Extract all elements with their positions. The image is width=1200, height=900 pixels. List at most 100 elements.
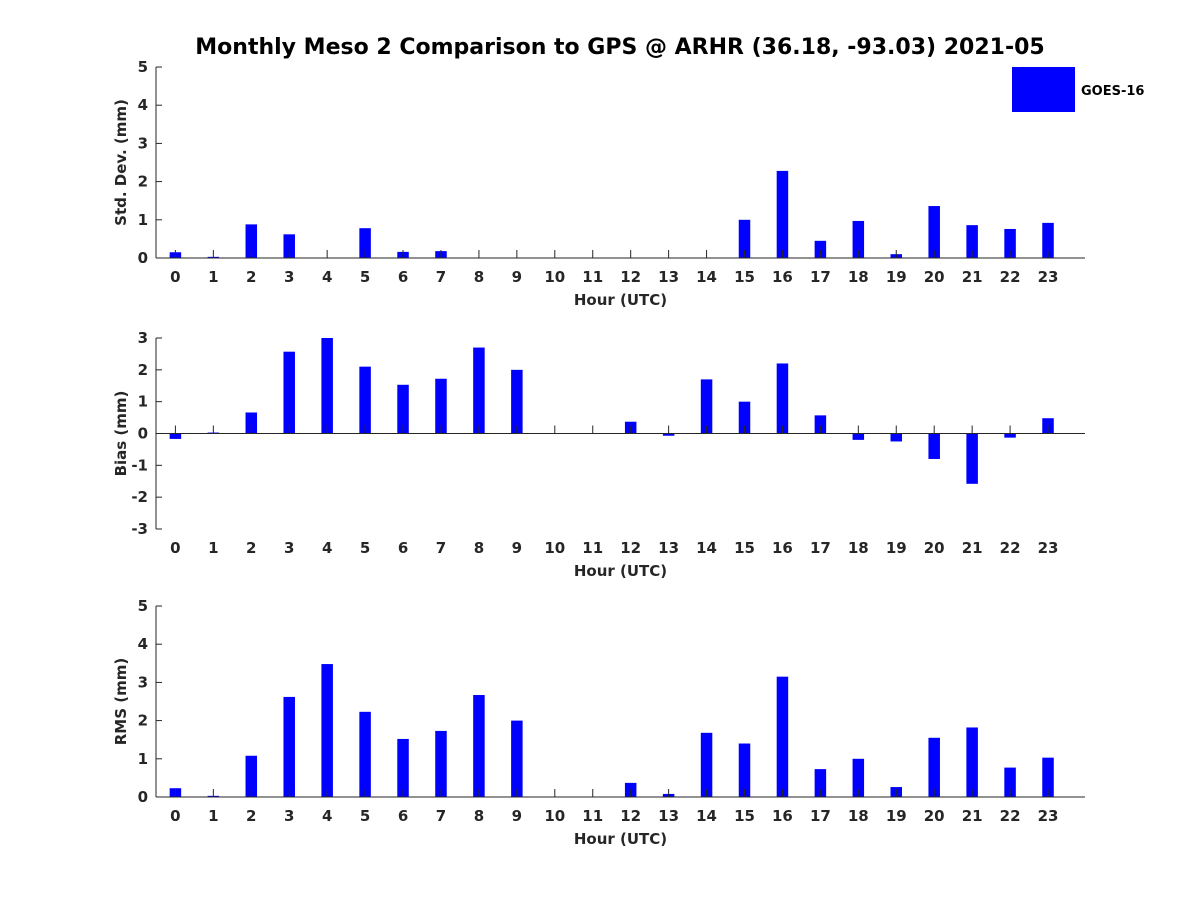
bias-y-tick-label: -3	[131, 520, 148, 538]
rms-x-tick-label: 4	[322, 807, 332, 825]
rms-bar-hour-8	[473, 695, 485, 797]
rms-x-tick-label: 23	[1038, 807, 1059, 825]
bias-x-axis-label: Hour (UTC)	[574, 562, 667, 580]
std-dev-x-axis-label: Hour (UTC)	[574, 291, 667, 309]
bias-bar-hour-22	[1004, 433, 1016, 438]
bias-x-tick-label: 4	[322, 539, 332, 557]
rms-bar-hour-21	[966, 727, 978, 797]
std-dev-bar-hour-21	[966, 225, 978, 258]
rms-x-tick-label: 2	[246, 807, 256, 825]
rms-bar-hour-3	[283, 696, 295, 797]
chart-title: Monthly Meso 2 Comparison to GPS @ ARHR …	[195, 35, 1044, 60]
bias-x-tick-label: 16	[772, 539, 793, 557]
rms-y-axis-label: RMS (mm)	[112, 658, 130, 745]
std-dev-bar-hour-2	[245, 224, 258, 258]
bias-bar-hour-15	[738, 401, 751, 434]
bias-x-tick-label: 9	[512, 539, 522, 557]
std-dev-x-tick-label: 6	[398, 268, 408, 286]
bias-bar-hour-18	[852, 433, 865, 440]
std-dev-x-tick-label: 4	[322, 268, 332, 286]
bias-y-tick-label: -1	[131, 456, 148, 474]
std-dev-x-tick-label: 1	[208, 268, 218, 286]
bias-x-tick-label: 23	[1038, 539, 1059, 557]
std-dev-x-tick-label: 3	[284, 268, 294, 286]
bias-x-tick-label: 2	[246, 539, 256, 557]
std-dev-x-tick-label: 21	[962, 268, 983, 286]
std-dev-bar-hour-22	[1004, 228, 1016, 258]
std-dev-bar-hour-18	[852, 220, 865, 258]
rms-x-tick-label: 18	[848, 807, 869, 825]
std-dev-x-tick-label: 19	[886, 268, 907, 286]
std-dev-x-tick-label: 22	[1000, 268, 1021, 286]
legend: GOES-16	[1012, 67, 1144, 112]
rms-x-tick-label: 6	[398, 807, 408, 825]
bias-bar-hour-17	[814, 415, 827, 434]
bias-bar-hour-16	[776, 363, 789, 434]
rms-x-tick-label: 0	[170, 807, 180, 825]
std-dev-x-tick-label: 0	[170, 268, 180, 286]
bias-x-tick-label: 18	[848, 539, 869, 557]
bias-x-tick-label: 1	[208, 539, 218, 557]
bias-bar-hour-4	[321, 338, 333, 434]
bias-bar-hour-8	[473, 347, 485, 434]
bias-x-tick-label: 7	[436, 539, 446, 557]
std-dev-x-tick-label: 13	[658, 268, 679, 286]
std-dev-x-tick-label: 16	[772, 268, 793, 286]
rms-x-tick-label: 5	[360, 807, 370, 825]
bias-bar-hour-7	[435, 378, 447, 434]
bias-x-tick-label: 8	[474, 539, 484, 557]
bias-y-tick-label: -2	[131, 488, 148, 506]
std-dev-x-tick-label: 14	[696, 268, 717, 286]
rms-x-tick-label: 17	[810, 807, 831, 825]
bias-bar-hour-14	[700, 379, 713, 434]
std-dev-y-tick-label: 2	[138, 173, 148, 191]
rms-y-tick-label: 2	[138, 712, 148, 730]
std-dev-bar-hour-5	[359, 228, 371, 258]
std-dev-x-tick-label: 10	[544, 268, 565, 286]
bias-bar-hour-21	[966, 433, 978, 484]
bias-bar-hour-0	[169, 433, 182, 439]
rms-y-tick-label: 5	[138, 597, 148, 615]
rms-x-tick-label: 21	[962, 807, 983, 825]
rms-x-tick-label: 1	[208, 807, 218, 825]
bias-x-tick-label: 5	[360, 539, 370, 557]
rms-bar-hour-20	[928, 737, 940, 797]
rms-x-tick-label: 12	[620, 807, 641, 825]
rms-bar-hour-22	[1004, 767, 1016, 797]
bias-bar-hour-19	[890, 433, 903, 442]
rms-bar-hour-9	[511, 720, 523, 797]
bias-y-tick-label: 1	[138, 393, 148, 411]
rms-x-tick-label: 9	[512, 807, 522, 825]
std-dev-bar-hour-15	[738, 219, 751, 258]
std-dev-x-tick-label: 2	[246, 268, 256, 286]
rms-y-tick-label: 3	[138, 673, 148, 691]
rms-bar-hour-7	[435, 730, 447, 797]
legend-label-goes-16: GOES-16	[1081, 84, 1144, 99]
std-dev-y-tick-label: 0	[138, 249, 148, 267]
std-dev-bar-hour-17	[814, 240, 827, 258]
bias-x-tick-label: 14	[696, 539, 717, 557]
bias-x-tick-label: 15	[734, 539, 755, 557]
std-dev-y-tick-label: 3	[138, 134, 148, 152]
rms-bar-hour-18	[852, 758, 865, 797]
bias-x-tick-label: 3	[284, 539, 294, 557]
rms-bar-hour-5	[359, 711, 371, 797]
rms-bar-hour-17	[814, 769, 827, 797]
bias-x-tick-label: 6	[398, 539, 408, 557]
rms-bar-hour-16	[776, 676, 789, 797]
std-dev-x-tick-label: 17	[810, 268, 831, 286]
bias-x-tick-label: 11	[582, 539, 603, 557]
rms-x-tick-label: 13	[658, 807, 679, 825]
bias-x-tick-label: 10	[544, 539, 565, 557]
std-dev-y-tick-label: 5	[138, 58, 148, 76]
rms-x-tick-label: 3	[284, 807, 294, 825]
rms-x-tick-label: 22	[1000, 807, 1021, 825]
rms-bar-hour-23	[1042, 757, 1054, 797]
bias-bar-hour-20	[928, 433, 940, 459]
std-dev-bar-hour-16	[776, 170, 789, 258]
bias-y-axis-label: Bias (mm)	[112, 391, 130, 477]
bias-x-tick-label: 22	[1000, 539, 1021, 557]
bias-bar-hour-13	[662, 433, 675, 436]
